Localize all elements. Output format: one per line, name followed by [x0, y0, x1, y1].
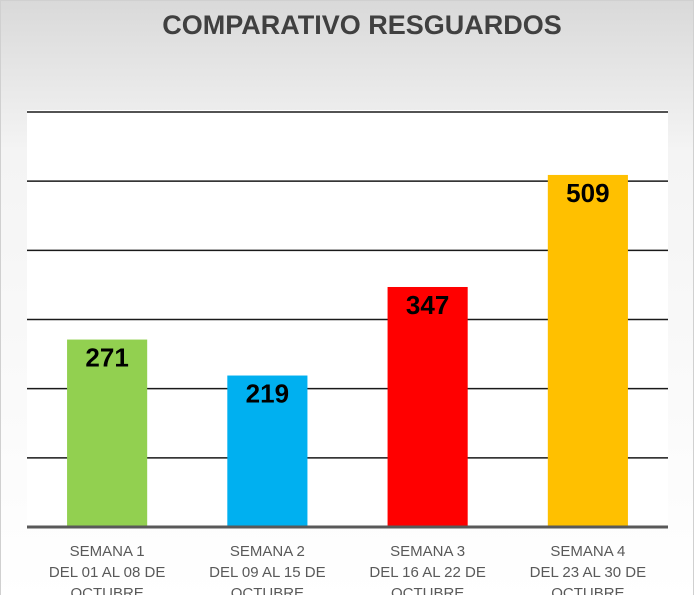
x-tick-label: DEL 23 AL 30 DE: [530, 564, 646, 581]
x-tick-label: DEL 01 AL 08 DE: [49, 564, 165, 581]
bar: [67, 339, 148, 527]
x-tick-label: DEL 16 AL 22 DE: [369, 564, 485, 581]
data-label: 219: [246, 378, 289, 408]
bar: [387, 286, 468, 527]
chart-title: COMPARATIVO RESGUARDOS: [162, 10, 562, 40]
x-tick-label: OCTUBRE: [551, 585, 624, 595]
x-tick-label: SEMANA 2: [230, 543, 305, 560]
x-tick-label: OCTUBRE: [391, 585, 464, 595]
data-label: 271: [85, 342, 128, 372]
x-tick-label: DEL 09 AL 15 DE: [209, 564, 325, 581]
data-label: 347: [406, 290, 449, 320]
x-tick-label: OCTUBRE: [70, 585, 143, 595]
x-tick-label: SEMANA 3: [390, 543, 465, 560]
x-tick-label: OCTUBRE: [231, 585, 304, 595]
bar: [547, 174, 628, 528]
data-label: 509: [566, 178, 609, 208]
x-tick-label: SEMANA 1: [70, 543, 145, 560]
bar: [227, 375, 308, 527]
x-tick-label: SEMANA 4: [550, 543, 625, 560]
